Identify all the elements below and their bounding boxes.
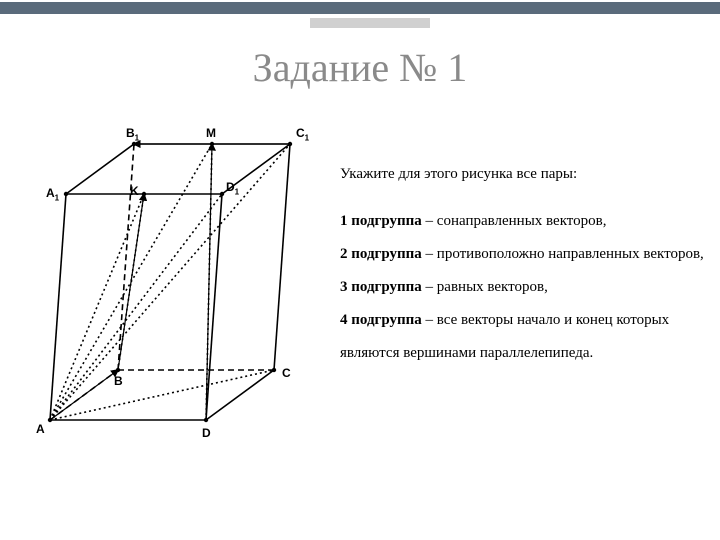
group-3: 3 подгруппа – равных векторов, bbox=[340, 271, 710, 304]
group-2: 2 подгруппа – противоположно направленны… bbox=[340, 238, 710, 271]
parallelepiped-diagram: A B C D A1 B1 C1 D1 M K bbox=[30, 120, 330, 450]
top-decoration bbox=[0, 0, 720, 30]
group-3-label: 3 подгруппа bbox=[340, 279, 422, 295]
group-2-label: 2 подгруппа bbox=[340, 246, 422, 262]
group-1-label: 1 подгруппа bbox=[340, 213, 422, 229]
vertex-label-A1: A1 bbox=[46, 186, 59, 202]
vertex-label-M: M bbox=[206, 126, 216, 140]
header-bar-light bbox=[310, 18, 430, 28]
task-text: Укажите для этого рисунка все пары: 1 по… bbox=[340, 158, 710, 370]
vertex-label-B: B bbox=[114, 374, 123, 388]
vertex-label-C: C bbox=[282, 366, 291, 380]
group-3-text: – равных векторов, bbox=[422, 279, 548, 295]
vertex-label-B1: B1 bbox=[126, 126, 139, 142]
vertex-label-K: K bbox=[130, 184, 139, 198]
vertex-label-C1: C1 bbox=[296, 126, 309, 142]
header-bar-dark bbox=[0, 2, 720, 14]
group-2-text: – противоположно направленных векторов, bbox=[422, 246, 704, 262]
page-title: Задание № 1 bbox=[0, 44, 720, 91]
group-4: 4 подгруппа – все векторы начало и конец… bbox=[340, 304, 710, 370]
vertex-label-D1: D1 bbox=[226, 180, 239, 196]
group-1-text: – сонаправленных векторов, bbox=[422, 213, 607, 229]
group-1: 1 подгруппа – сонаправленных векторов, bbox=[340, 205, 710, 238]
group-4-label: 4 подгруппа bbox=[340, 312, 422, 328]
vertex-label-A: A bbox=[36, 422, 45, 436]
vertex-label-D: D bbox=[202, 426, 211, 440]
task-intro: Укажите для этого рисунка все пары: bbox=[340, 158, 710, 191]
